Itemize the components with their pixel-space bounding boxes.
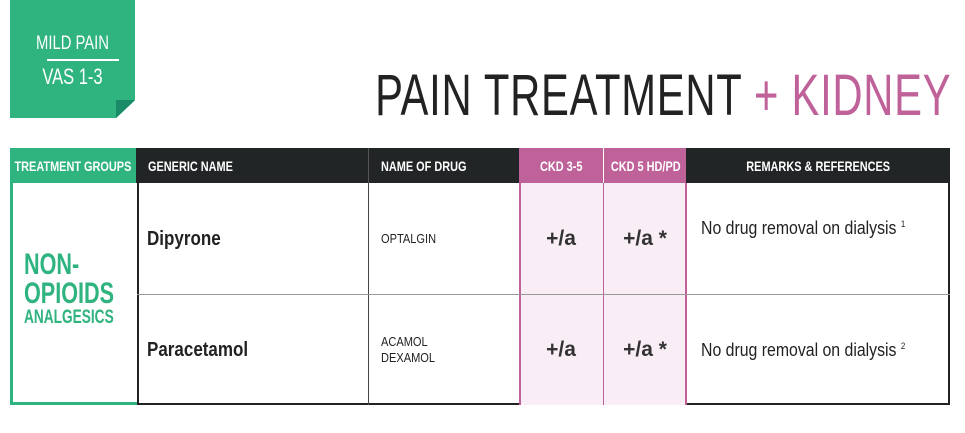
badge-divider: [47, 59, 119, 61]
generic-name: Dipyrone: [147, 227, 221, 250]
title-plus: +: [753, 63, 779, 128]
page-title: PAIN TREATMENT + KIDNEY: [375, 62, 951, 129]
ckd-3-5-value: +/a: [546, 227, 576, 250]
ckd-3-5-value: +/a: [546, 338, 576, 361]
badge-line2: VAS 1-3: [42, 64, 103, 89]
remark: No drug removal on dialysis 1: [701, 217, 906, 238]
treatment-group-label: NON- OPIOIDS ANALGESICS: [24, 248, 115, 328]
drug-name: ACAMOL DEXAMOL: [381, 334, 436, 365]
row-divider: [137, 294, 950, 295]
header-treatment-groups: TREATMENT GROUPS: [10, 148, 136, 183]
header-generic-name: GENERIC NAME: [136, 148, 369, 183]
header-ckd-3-5: CKD 3-5: [519, 148, 603, 183]
ckd-5-value: +/a *: [623, 227, 667, 250]
header-drug-name: NAME OF DRUG: [368, 148, 520, 183]
table-row: Dipyrone: [147, 183, 367, 295]
remark: No drug removal on dialysis 2: [701, 339, 906, 360]
treatment-group-cell: [10, 183, 137, 405]
header-ckd-5: CKD 5 HD/PD: [603, 148, 687, 183]
table-row: Paracetamol: [147, 295, 367, 405]
drug-name: OPTALGIN: [381, 231, 437, 246]
title-accent: KIDNEY: [791, 63, 951, 128]
generic-name: Paracetamol: [147, 338, 249, 361]
header-remarks: REMARKS & REFERENCES: [686, 148, 950, 183]
badge-line1: MILD PAIN: [35, 33, 110, 54]
ckd-5-value: +/a *: [623, 338, 667, 361]
title-main: PAIN TREATMENT: [374, 63, 742, 128]
pain-level-badge: MILD PAIN VAS 1-3: [10, 0, 135, 118]
